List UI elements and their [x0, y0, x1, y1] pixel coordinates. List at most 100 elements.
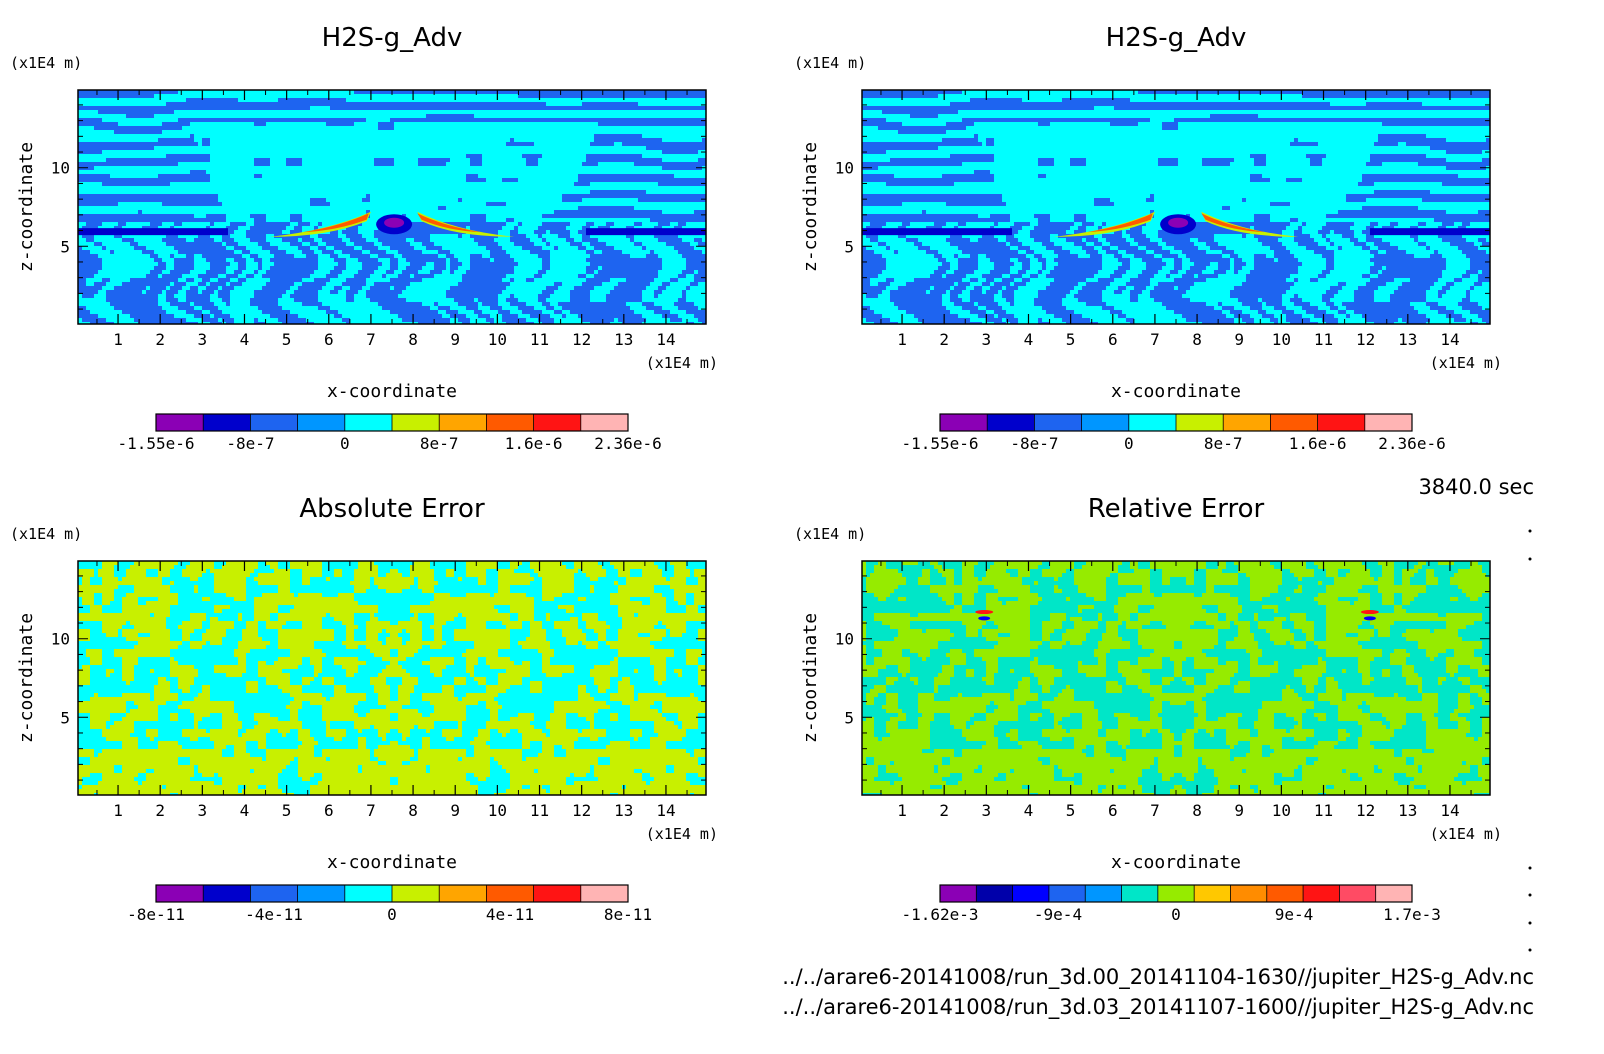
colorbar-swatch [392, 885, 440, 902]
colorbar-swatch [439, 885, 487, 902]
colorbar-swatch [533, 885, 582, 902]
x-tick-label: 7 [1150, 801, 1160, 820]
colorbar-swatch [1081, 414, 1130, 431]
colorbar-swatch [987, 414, 1035, 431]
colorbar-swatch [1194, 885, 1231, 902]
dot-marks [1528, 529, 1532, 952]
x-unit-label: (x1E4 m) [646, 354, 718, 372]
colorbar-frame [155, 413, 629, 432]
colorbar-label: 0 [340, 434, 350, 453]
colorbar-swatch [1266, 885, 1304, 902]
colorbar-swatch [1230, 885, 1268, 902]
y-tick-label: 10 [51, 159, 70, 178]
colorbar-swatch [1364, 414, 1413, 431]
colorbar-swatch [297, 414, 346, 431]
colorbar-label: 8e-11 [604, 905, 652, 924]
x-tick-label: 8 [408, 330, 418, 349]
x-tick-label: 1 [113, 801, 123, 820]
contour-field [862, 561, 1490, 795]
y-axis-label: z-coordinate [800, 142, 821, 272]
colorbar-frame [939, 884, 1413, 903]
colorbar-frame [939, 413, 1413, 432]
colorbar-frame [155, 884, 629, 903]
colorbar-swatch [1339, 885, 1377, 902]
z-unit-label: (x1E4 m) [10, 525, 82, 543]
panel-2: H2S-g_Adv(x1E4 m)1 2 3 4 5 6 7 8 9 10 11 12 13 14510(… [794, 23, 1502, 453]
colorbar-swatch [1375, 885, 1413, 902]
time-stamp: 3840.0 sec [1418, 475, 1534, 499]
x-tick-label: 13 [1398, 330, 1417, 349]
x-tick-label: 2 [155, 801, 165, 820]
x-tick-label: 6 [324, 330, 334, 349]
x-tick-label: 8 [1192, 801, 1202, 820]
panel-title: H2S-g_Adv [1106, 23, 1247, 53]
contour-field [78, 90, 706, 324]
colorbar-label: 0 [1171, 905, 1181, 924]
colorbar-swatch [1157, 885, 1195, 902]
x-tick-label: 13 [614, 330, 633, 349]
colorbar-label: 2.36e-6 [1378, 434, 1445, 453]
colorbar-swatch [1085, 885, 1123, 902]
colorbar-swatch [1121, 885, 1159, 902]
panel-3: Absolute Error(x1E4 m)1 2 3 4 5 6 7 8 9 10 11 12 13 1… [10, 494, 718, 924]
z-unit-label: (x1E4 m) [794, 525, 866, 543]
x-tick-label: 1 [897, 330, 907, 349]
x-tick-label: 14 [1440, 330, 1459, 349]
x-axis-label: x-coordinate [1111, 852, 1241, 873]
x-tick-label: 5 [282, 330, 292, 349]
x-tick-label: 12 [572, 801, 591, 820]
colorbar-swatch [976, 885, 1014, 902]
contour-field [78, 561, 706, 795]
x-tick-label: 11 [530, 330, 549, 349]
colorbar-swatch [1012, 885, 1050, 902]
colorbar-label: 1.6e-6 [505, 434, 563, 453]
x-tick-label: 7 [1150, 330, 1160, 349]
x-tick-label: 10 [1272, 801, 1291, 820]
panel-title: Relative Error [1088, 494, 1265, 524]
colorbar-swatch [486, 414, 535, 431]
x-tick-label: 5 [1066, 801, 1076, 820]
x-axis-label: x-coordinate [1111, 381, 1241, 402]
colorbar-label: -9e-4 [1034, 905, 1082, 924]
y-tick-label: 5 [60, 237, 70, 256]
x-tick-label: 11 [1314, 330, 1333, 349]
colorbar-swatch [439, 414, 487, 431]
x-tick-label: 10 [1272, 330, 1291, 349]
x-tick-label: 11 [530, 801, 549, 820]
colorbar: -8e-11 -4e-11 0 4e-11 8e-11 [127, 884, 652, 924]
panel-1: H2S-g_Adv(x1E4 m)1 2 3 4 5 6 7 8 9 10 11 12 13 14510(… [10, 23, 718, 453]
x-tick-label: 12 [1356, 801, 1375, 820]
colorbar-label: -8e-7 [1010, 434, 1058, 453]
colorbar-label: 2.36e-6 [594, 434, 661, 453]
file-path-2: ../../arare6-20141008/run_3d.03_20141107… [782, 995, 1534, 1020]
colorbar-swatch [1176, 414, 1224, 431]
colorbar-label: -1.55e-6 [901, 434, 978, 453]
colorbar-swatch [1128, 414, 1177, 431]
colorbar-label: 8e-7 [1204, 434, 1243, 453]
colorbar-label: 1.7e-3 [1383, 905, 1441, 924]
x-tick-label: 14 [656, 330, 675, 349]
y-tick-label: 10 [835, 630, 854, 649]
z-unit-label: (x1E4 m) [794, 54, 866, 72]
panel-title: Absolute Error [299, 494, 485, 524]
x-tick-label: 8 [1192, 330, 1202, 349]
colorbar: -1.62e-3 -9e-4 0 9e-4 1.7e-3 [901, 884, 1441, 924]
colorbar-swatch [1223, 414, 1271, 431]
x-tick-label: 3 [982, 801, 992, 820]
y-tick-label: 5 [60, 708, 70, 727]
colorbar: -1.55e-6 -8e-7 0 8e-7 1.6e-6 2.36e-6 [901, 413, 1446, 453]
colorbar-label: 0 [1124, 434, 1134, 453]
colorbar-label: 9e-4 [1275, 905, 1314, 924]
x-tick-label: 10 [488, 330, 507, 349]
panel-4: Relative Error(x1E4 m)1 2 3 4 5 6 7 8 9 10 11 12 13 1… [794, 494, 1502, 924]
y-tick-label: 5 [844, 708, 854, 727]
x-tick-label: 7 [366, 801, 376, 820]
colorbar-label: -1.55e-6 [117, 434, 194, 453]
colorbar-label: -4e-11 [245, 905, 303, 924]
colorbar-swatch [250, 414, 299, 431]
x-tick-label: 12 [572, 330, 591, 349]
x-tick-label: 4 [240, 801, 250, 820]
z-unit-label: (x1E4 m) [10, 54, 82, 72]
x-axis-label: x-coordinate [327, 381, 457, 402]
x-tick-label: 5 [282, 801, 292, 820]
